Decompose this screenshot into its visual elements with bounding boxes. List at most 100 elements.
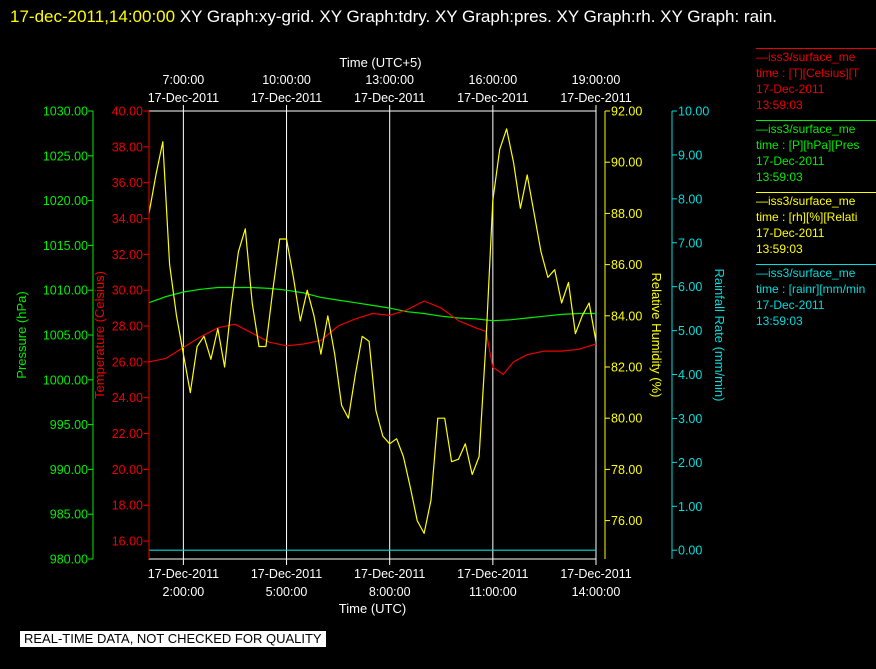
pressure-tick-label: 980.00 bbox=[50, 553, 88, 567]
legend-line1: —iss3/surface_me bbox=[756, 50, 856, 64]
legend-line4: 13:59:03 bbox=[756, 170, 803, 184]
temperature-tick-label: 40.00 bbox=[112, 105, 143, 119]
graph-title: 17-dec-2011,14:00:00 XY Graph:xy-grid. X… bbox=[10, 2, 870, 31]
legend-line1: —iss3/surface_me bbox=[756, 194, 856, 208]
humidity-tick-label: 88.00 bbox=[611, 207, 642, 221]
pressure-tick-label: 995.00 bbox=[50, 418, 88, 432]
rain-tick-label: 5.00 bbox=[678, 324, 702, 338]
pressure-tick-label: 1030.00 bbox=[43, 105, 88, 119]
temperature-tick-label: 24.00 bbox=[112, 391, 143, 405]
bottom-tick-time: 11:00:00 bbox=[469, 585, 517, 599]
pressure-axis: 980.00 985.00 990.00 995.00 1000.00 1005.00 10… bbox=[14, 105, 94, 567]
title-timestamp: 17-dec-2011,14:00:00 bbox=[10, 7, 176, 26]
legend-line3: 17-Dec-2011 bbox=[756, 298, 825, 312]
humidity-tick-label: 84.00 bbox=[611, 309, 642, 323]
rain-tick-label: 0.00 bbox=[678, 544, 702, 558]
rain-tick-label: 4.00 bbox=[678, 368, 702, 382]
temperature-tick-label: 36.00 bbox=[112, 176, 143, 190]
top-tick-time: 10:00:00 bbox=[262, 73, 311, 87]
pressure-tick-label: 1005.00 bbox=[43, 329, 88, 343]
bottom-tick-date: 17-Dec-2011 bbox=[457, 567, 528, 581]
legend-line2: time : [rainr][mm/min bbox=[756, 282, 866, 296]
pressure-tick-label: 1015.00 bbox=[43, 239, 88, 253]
temperature-tick-label: 34.00 bbox=[112, 212, 143, 226]
temperature-tick-label: 16.00 bbox=[112, 535, 143, 549]
rain-tick-label: 10.00 bbox=[678, 105, 709, 119]
pressure-tick-label: 1000.00 bbox=[43, 373, 88, 387]
temperature-axis: 16.00 18.00 20.00 22.00 24.00 26.00 28.00 30.00… bbox=[92, 105, 150, 559]
humidity-tick-label: 90.00 bbox=[611, 156, 642, 170]
temperature-tick-label: 38.00 bbox=[112, 140, 143, 154]
humidity-axis-title: Relative Humidity (%) bbox=[649, 273, 664, 398]
top-tick-time: 19:00:00 bbox=[572, 73, 621, 87]
title-graph-list: XY Graph:xy-grid. XY Graph:tdry. XY Grap… bbox=[175, 7, 778, 26]
top-axis-title: Time (UTC+5) bbox=[339, 55, 421, 70]
rain-tick-label: 8.00 bbox=[678, 192, 702, 206]
legend-line2: time : [P][hPa][Pres bbox=[756, 138, 860, 152]
legend-line3: 17-Dec-2011 bbox=[756, 226, 825, 240]
bottom-tick-time: 14:00:00 bbox=[572, 585, 621, 599]
top-tick-date: 17-Dec-2011 bbox=[560, 91, 631, 105]
humidity-tick-label: 82.00 bbox=[611, 361, 642, 375]
pressure-series-line bbox=[148, 286, 596, 322]
bottom-tick-date: 17-Dec-2011 bbox=[354, 567, 425, 581]
legend-line4: 13:59:03 bbox=[756, 242, 803, 256]
bottom-tick-date: 17-Dec-2011 bbox=[560, 567, 631, 581]
humidity-tick-label: 92.00 bbox=[611, 105, 642, 119]
legend-line4: 13:59:03 bbox=[756, 314, 803, 328]
legend-line3: 17-Dec-2011 bbox=[756, 82, 825, 96]
bottom-tick-time: 2:00:00 bbox=[163, 585, 205, 599]
temperature-tick-label: 20.00 bbox=[112, 463, 143, 477]
legend-line3: 17-Dec-2011 bbox=[756, 154, 825, 168]
temperature-tick-label: 32.00 bbox=[112, 248, 143, 262]
top-tick-time: 16:00:00 bbox=[469, 73, 518, 87]
top-tick-date: 17-Dec-2011 bbox=[251, 91, 322, 105]
quality-banner: REAL-TIME DATA, NOT CHECKED FOR QUALITY bbox=[20, 631, 326, 647]
axes-group: Time (UTC+5) 7:00:00 17-Dec-2011 10:00:00 17… bbox=[14, 55, 727, 616]
pressure-tick-label: 1020.00 bbox=[43, 194, 88, 208]
rain-tick-label: 7.00 bbox=[678, 236, 702, 250]
top-tick-date: 17-Dec-2011 bbox=[354, 91, 425, 105]
legend-line1: —iss3/surface_me bbox=[756, 266, 856, 280]
bottom-tick-date: 17-Dec-2011 bbox=[251, 567, 322, 581]
legend-line4: 13:59:03 bbox=[756, 98, 803, 112]
rain-tick-label: 1.00 bbox=[678, 500, 702, 514]
legend-line2: time : [T][Celsius][T bbox=[756, 66, 860, 80]
legend-line1: —iss3/surface_me bbox=[756, 122, 856, 136]
temperature-axis-title: Temperature (Celsius) bbox=[92, 271, 107, 399]
humidity-tick-label: 76.00 bbox=[611, 514, 642, 528]
pressure-tick-label: 990.00 bbox=[50, 463, 88, 477]
humidity-tick-label: 80.00 bbox=[611, 412, 642, 426]
humidity-tick-label: 78.00 bbox=[611, 463, 642, 477]
temperature-tick-label: 26.00 bbox=[112, 355, 143, 369]
series-group bbox=[148, 128, 597, 551]
temperature-tick-label: 30.00 bbox=[112, 284, 143, 298]
temperature-tick-label: 28.00 bbox=[112, 320, 143, 334]
bottom-tick-time: 5:00:00 bbox=[266, 585, 308, 599]
top-tick-date: 17-Dec-2011 bbox=[148, 91, 219, 105]
humidity-series-line bbox=[148, 128, 597, 535]
pressure-tick-label: 1010.00 bbox=[43, 284, 88, 298]
top-tick-time: 13:00:00 bbox=[365, 73, 414, 87]
bottom-axis-title: Time (UTC) bbox=[339, 601, 406, 616]
pressure-tick-label: 985.00 bbox=[50, 508, 88, 522]
temperature-tick-label: 22.00 bbox=[112, 427, 143, 441]
pressure-axis-title: Pressure (hPa) bbox=[14, 291, 29, 378]
bottom-tick-date: 17-Dec-2011 bbox=[148, 567, 219, 581]
top-tick-time: 7:00:00 bbox=[163, 73, 205, 87]
bottom-tick-time: 8:00:00 bbox=[369, 585, 411, 599]
rain-tick-label: 2.00 bbox=[678, 456, 702, 470]
humidity-axis: 76.00 78.00 80.00 82.00 84.00 86.00 88.00 90.00… bbox=[604, 105, 664, 559]
pressure-tick-label: 1025.00 bbox=[43, 149, 88, 163]
legend-line2: time : [rh][%][Relati bbox=[756, 210, 858, 224]
rain-tick-label: 6.00 bbox=[678, 280, 702, 294]
rain-axis-title: Rainfall Rate (mm/min) bbox=[712, 269, 727, 402]
grid-lines bbox=[182, 111, 494, 559]
rain-axis: 0.00 1.00 2.00 3.00 4.00 5.00 6.00 7.00 8.00 9.00… bbox=[671, 105, 727, 559]
rain-tick-label: 9.00 bbox=[678, 148, 702, 162]
